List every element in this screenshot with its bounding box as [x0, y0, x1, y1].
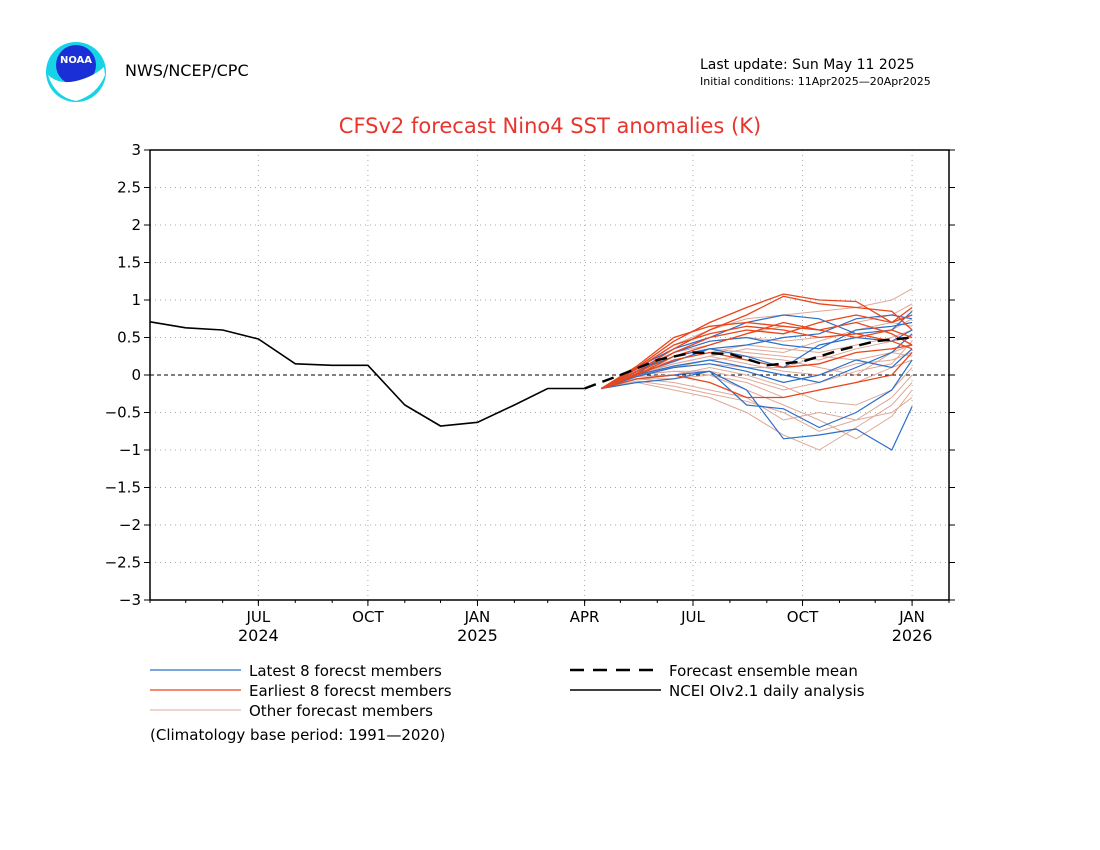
- forecast-members: [600, 288, 913, 451]
- y-tick-label: 1.5: [117, 254, 141, 272]
- y-tick-label: 1: [131, 291, 141, 309]
- series-line-analysis: [149, 321, 585, 427]
- initial-conditions-label: Initial conditions: 11Apr2025—20Apr2025: [700, 75, 931, 88]
- y-tick-label: 2: [131, 216, 141, 234]
- y-tick-label: 0.5: [117, 329, 141, 347]
- y-tick-label: −1.5: [105, 479, 141, 497]
- x-tick-label: OCT: [787, 608, 819, 626]
- noaa-logo: NOAA: [46, 42, 106, 102]
- series-line-earliest: [600, 293, 913, 390]
- climatology-note: (Climatology base period: 1991—2020): [150, 726, 446, 744]
- last-update-label: Last update: Sun May 11 2025: [700, 57, 915, 73]
- series-line-latest: [601, 359, 913, 429]
- series-line-mean: [584, 336, 913, 390]
- series-line-latest: [601, 348, 913, 390]
- axes: −3−2.5−2−1.5−1−0.500.511.522.53JUL2024OC…: [105, 141, 955, 645]
- x-tick-year-label: 2026: [892, 626, 933, 645]
- series-line-latest: [601, 370, 913, 451]
- x-tick-label: JAN: [464, 608, 491, 626]
- series-line-other: [601, 366, 913, 406]
- series-line-earliest: [600, 321, 913, 390]
- series-line-other: [601, 321, 913, 389]
- noaa-logo-text: NOAA: [60, 55, 92, 66]
- x-tick-year-label: 2024: [238, 626, 279, 645]
- x-tick-label: APR: [570, 608, 600, 626]
- x-tick-year-label: 2025: [457, 626, 498, 645]
- grid: [150, 150, 949, 600]
- y-tick-label: 0: [131, 366, 141, 384]
- y-tick-label: −3: [119, 591, 141, 609]
- series-line-earliest: [601, 314, 913, 390]
- y-tick-label: −1: [119, 441, 141, 459]
- series-line-latest: [601, 329, 913, 390]
- y-tick-label: 2.5: [117, 179, 141, 197]
- x-tick-label: JUL: [245, 608, 270, 626]
- y-tick-label: −2: [119, 516, 141, 534]
- x-tick-label: JAN: [898, 608, 925, 626]
- series-line-earliest: [601, 352, 913, 399]
- series-line-earliest: [601, 344, 913, 390]
- agency-label: NWS/NCEP/CPC: [125, 61, 249, 80]
- y-tick-label: −0.5: [105, 404, 141, 422]
- series-line-earliest: [600, 325, 913, 390]
- y-tick-label: −2.5: [105, 554, 141, 572]
- series-line-latest: [600, 310, 913, 390]
- chart-title: CFSv2 forecast Nino4 SST anomalies (K): [338, 114, 762, 138]
- series-line-other: [601, 340, 913, 391]
- y-tick-label: 3: [131, 141, 141, 159]
- legend-lines: [150, 668, 661, 711]
- x-tick-label: JUL: [680, 608, 705, 626]
- x-tick-label: OCT: [352, 608, 384, 626]
- series-line-latest: [601, 333, 913, 390]
- main-series: [149, 321, 913, 427]
- series-line-other: [601, 381, 913, 451]
